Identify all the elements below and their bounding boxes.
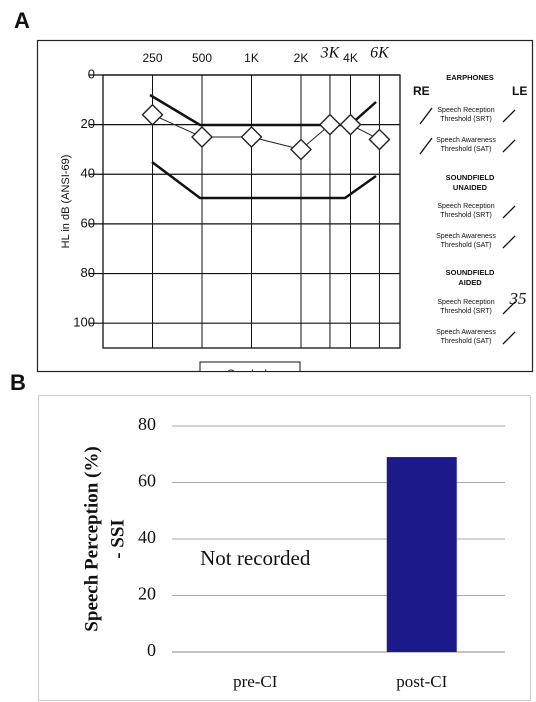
y-axis-label: Speech Perception (%) [81,446,102,631]
row-label: Speech Reception [437,203,494,210]
figure: A B 0 20 40 60 80 100 250 500 1K 2K 3K4K 6K HL in dB… [0,0,536,702]
x-tick-label: pre-CI [233,672,278,691]
data-point [242,127,262,147]
y-axis-label: HL in dB (ANSI-69) [60,155,72,249]
data-point [320,115,340,135]
section-title: AIDED [458,278,482,287]
slash [503,332,515,344]
y-tick-label: 60 [138,471,156,491]
row-label: Threshold (SRT) [440,212,492,219]
data-point [192,127,212,147]
speech-banana [152,162,376,198]
row-label: Speech Reception [437,107,494,114]
data-point [291,139,311,159]
y-tick-label: 100 [73,315,95,330]
data-point [143,105,163,125]
slash [503,236,515,248]
slash [503,110,515,122]
y-axis-label: - SSI [107,519,128,559]
x-tick-label: 500 [192,51,212,65]
slash [420,138,432,154]
slash [420,108,432,124]
panel-label: A [14,8,30,33]
row-label: Speech Awareness [436,137,496,144]
y-tick-label: 40 [138,527,156,547]
slash [503,140,515,152]
row-label: Threshold (SRT) [440,308,492,315]
panel-label: B [10,370,26,395]
annotation: Not recorded [200,546,311,570]
y-tick-label: 80 [138,414,156,434]
x-tick-label: 6K [370,45,390,62]
row-label: Speech Awareness [436,329,496,336]
x-tick-label: 2K [294,51,309,65]
x-tick-label: post-CI [396,672,447,691]
x-tick-label: 3K [320,45,341,62]
x-tick-label: 4K [343,51,358,65]
section-title: EARPHONES [446,73,494,82]
row-value: 35 [509,289,527,308]
ear-label: RE [413,84,430,98]
ear-label: LE [512,84,527,98]
footer-label: Symbols [227,367,273,381]
section-title: SOUNDFIELD [446,268,495,277]
slash [503,206,515,218]
row-label: Threshold (SRT) [440,116,492,123]
x-tick-label: 250 [142,51,162,65]
y-tick-label: 80 [81,265,95,280]
row-label: Threshold (SAT) [441,146,492,153]
data-point [369,130,389,150]
y-tick-label: 0 [147,640,156,660]
row-label: Threshold (SAT) [441,338,492,345]
row-label: Threshold (SAT) [441,242,492,249]
y-tick-label: 20 [81,116,95,131]
row-label: Speech Reception [437,299,494,306]
y-tick-label: 40 [81,166,95,181]
bar [387,457,457,652]
y-tick-label: 0 [88,66,95,81]
speech-banana [150,95,376,125]
y-tick-label: 60 [81,215,95,230]
x-tick-label: 1K [244,51,259,65]
row-label: Speech Awareness [436,233,496,240]
y-tick-label: 20 [138,584,156,604]
section-title: SOUNDFIELD [446,173,495,182]
section-title: UNAIDED [453,183,488,192]
bar-chart: 0 20 40 60 80 Speech Perception (%)- SSI pre-C… [81,414,505,691]
